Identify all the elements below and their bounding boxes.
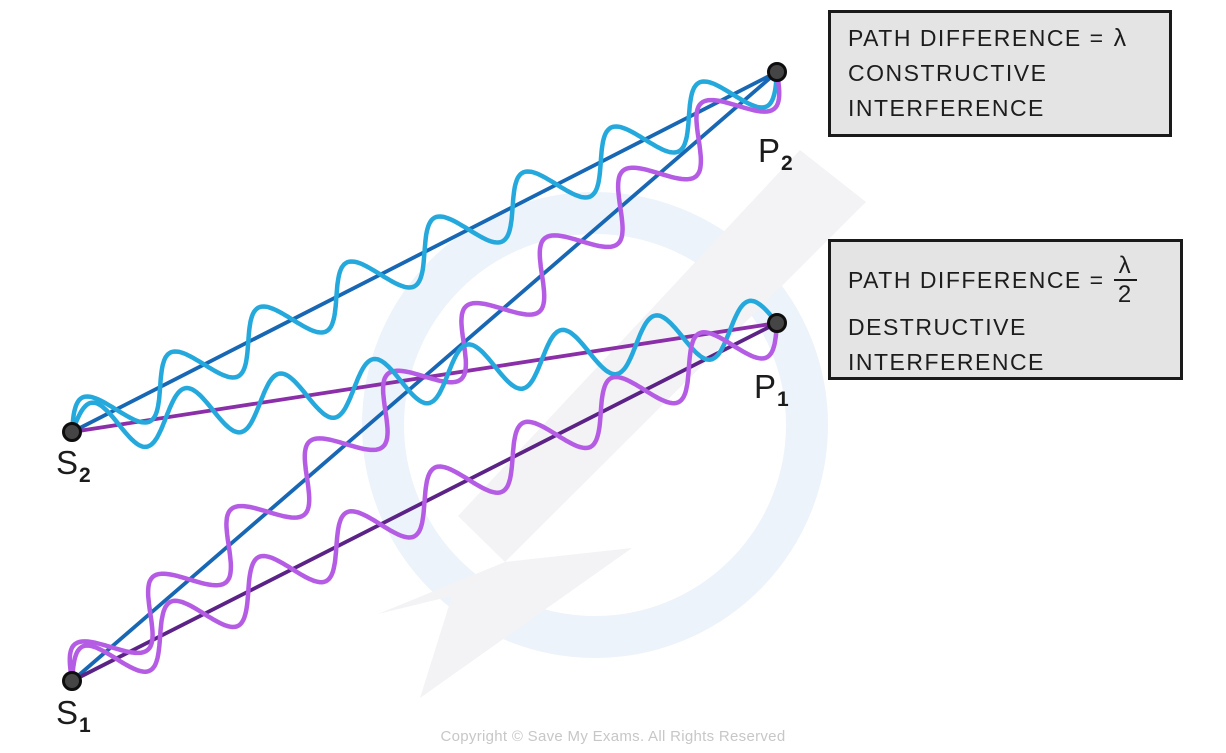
node-dot-s2 <box>62 422 82 442</box>
interference-label: INTERFERENCE <box>848 349 1045 375</box>
fraction-numerator: λ <box>1113 253 1138 281</box>
node-dot-p1 <box>767 313 787 333</box>
lambda-symbol: λ <box>1113 24 1128 52</box>
destructive-label: DESTRUCTIVE <box>848 314 1027 340</box>
point-label-p1: P1 <box>754 368 789 411</box>
path-difference-text: PATH DIFFERENCE = <box>848 266 1105 293</box>
destructive-interference-box: PATH DIFFERENCE = λ 2 DESTRUCTIVE INTERFER… <box>828 239 1183 380</box>
watermark-bolt-lower <box>378 548 632 698</box>
watermark-bolt-upper <box>458 150 866 562</box>
destructive-formula: PATH DIFFERENCE = λ 2 <box>848 250 1180 310</box>
source-label-s1: S1 <box>56 694 91 737</box>
path-difference-text: PATH DIFFERENCE = <box>848 25 1105 51</box>
constructive-label: CONSTRUCTIVE <box>848 60 1048 86</box>
interference-label: INTERFERENCE <box>848 95 1045 121</box>
watermark-ring <box>362 192 828 658</box>
fraction-denominator: 2 <box>1117 281 1133 308</box>
ray-s2-p2-wave <box>69 69 780 435</box>
node-dot-s1 <box>62 671 82 691</box>
copyright-text: Copyright © Save My Exams. All Rights Re… <box>440 728 786 745</box>
ray-s2-p1-wave <box>69 298 780 450</box>
point-label-p2: P2 <box>758 132 793 175</box>
ray-s1-p2-wave <box>67 69 782 684</box>
constructive-interference-box: PATH DIFFERENCE = λ CONSTRUCTIVE INTERFER… <box>828 10 1172 137</box>
node-dot-p2 <box>767 62 787 82</box>
source-label-s2: S2 <box>56 444 91 487</box>
constructive-formula: PATH DIFFERENCE = λ <box>848 21 1169 56</box>
ray-s1-p1-wave <box>69 320 780 684</box>
